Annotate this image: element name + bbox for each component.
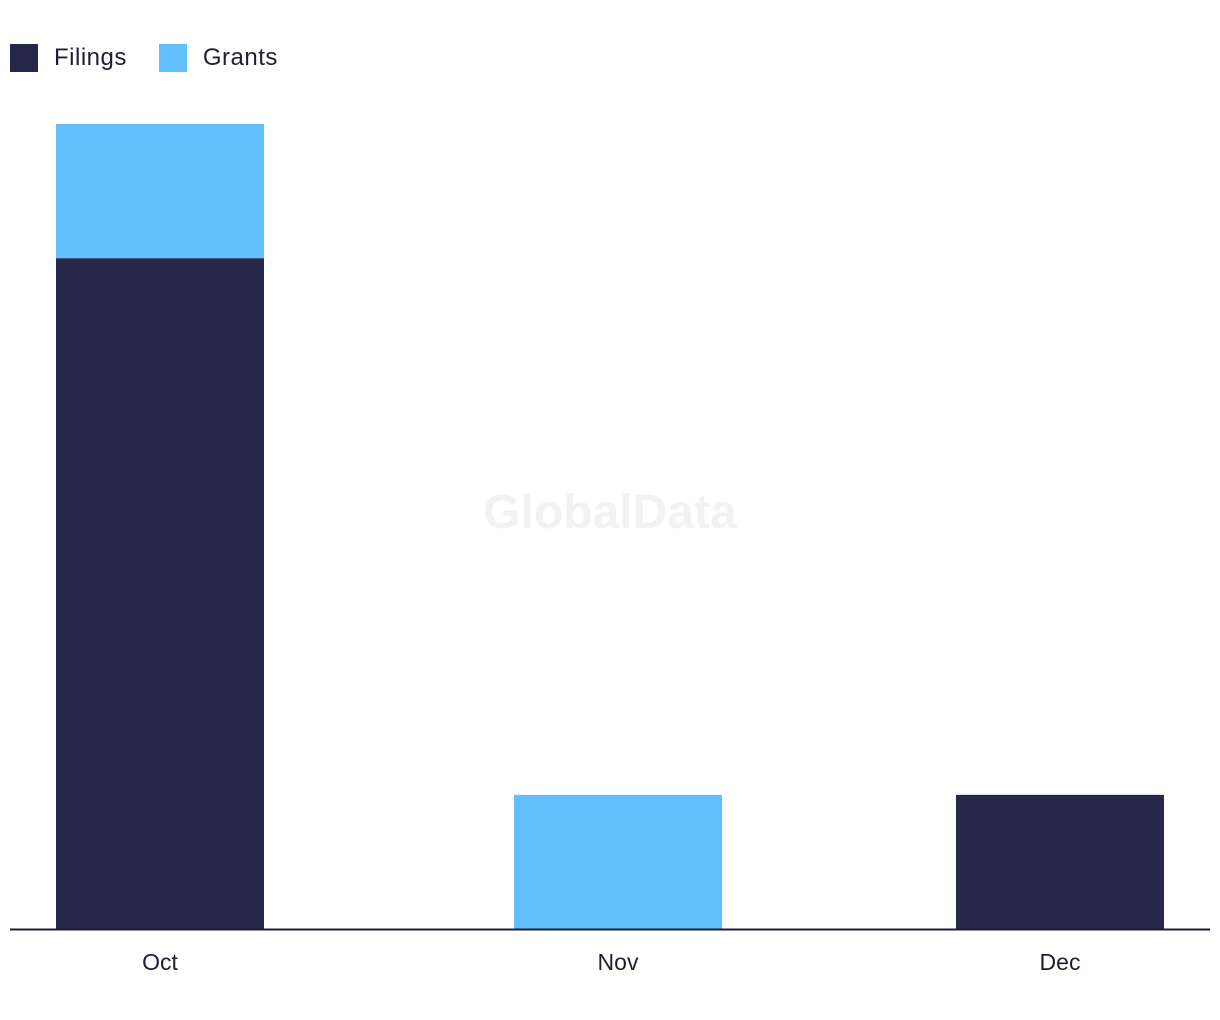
x-tick-label-oct: Oct [142,949,178,975]
x-tick-label-dec: Dec [1040,949,1081,975]
legend-label-filings: Filings [54,44,127,71]
x-tick-labels: Oct Nov Dec [142,949,1080,975]
legend-swatch-filings [10,44,38,72]
legend-label-grants: Grants [202,44,278,71]
legend-swatch-grants [158,44,187,72]
legend-item-filings[interactable]: Filings [10,44,127,72]
bars-group [56,124,1164,930]
bar-grants-oct[interactable] [56,124,264,259]
bar-grants-nov[interactable] [514,794,722,929]
x-tick-label-nov: Nov [598,949,639,975]
legend: Filings Grants [10,44,310,72]
bar-filings-dec[interactable] [956,794,1164,929]
watermark: GlobalData [483,486,737,539]
bar-filings-oct[interactable] [56,258,264,930]
legend-item-grants[interactable]: Grants [158,44,278,72]
